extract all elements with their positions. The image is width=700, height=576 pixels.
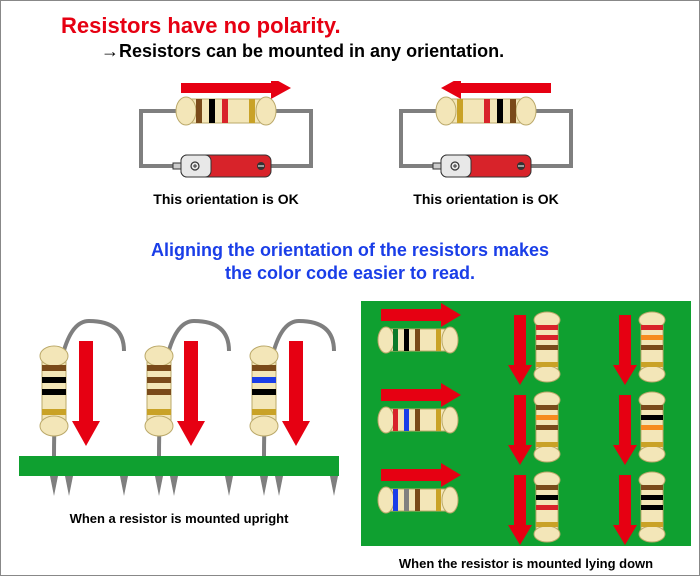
flat-resistor-r3c2 [508,472,560,545]
right-arrow-icon [381,463,461,487]
flat-caption: When the resistor is mounted lying down [361,556,691,571]
battery-icon [173,155,271,177]
upright-caption: When a resistor is mounted upright [19,511,339,526]
flat-resistor-r1c2 [508,312,560,385]
flat-resistor-r3c1 [378,463,461,513]
down-arrow-icon [613,395,637,465]
circuit-left-caption: This orientation is OK [131,191,321,207]
pcb-board [19,456,339,476]
down-arrow-icon [508,395,532,465]
flat-resistor-r2c1 [378,383,461,433]
circuit-right-caption: This orientation is OK [391,191,581,207]
flat-resistor-r2c3 [613,392,665,465]
down-arrow-icon [508,475,532,545]
circuit-left [131,81,321,181]
down-arrow-icon [613,475,637,545]
down-arrow-icon [72,341,100,446]
alignment-line2: the color code easier to read. [225,263,475,283]
resistor-horizontal-flipped [429,97,543,125]
flat-resistor-r2c2 [508,392,560,465]
down-arrow-icon [177,341,205,446]
alignment-line1: Aligning the orientation of the resistor… [151,240,549,260]
flat-resistor-r1c1 [378,303,461,353]
flat-resistor-r3c3 [613,472,665,545]
pcb-upright-panel [19,301,339,501]
current-arrow-right-icon [181,81,291,99]
circuit-right-svg [391,81,581,191]
down-arrow-icon [613,315,637,385]
current-arrow-left-icon [441,81,551,99]
down-arrow-icon [508,315,532,385]
battery-icon [433,155,531,177]
subtitle-text: →Resistors can be mounted in any orienta… [101,41,504,62]
down-arrow-icon [282,341,310,446]
circuit-left-svg [131,81,321,191]
alignment-heading: Aligning the orientation of the resistor… [1,239,699,286]
pcb-flat-panel [361,301,691,546]
pcb-flat-svg [361,301,691,546]
circuit-right [391,81,581,181]
resistor-horizontal [169,97,283,125]
pcb-upright-svg [19,301,339,501]
right-arrow-icon [381,303,461,327]
flat-resistor-r1c3 [613,312,665,385]
right-arrow-icon [381,383,461,407]
title-heading: Resistors have no polarity. [61,13,341,39]
